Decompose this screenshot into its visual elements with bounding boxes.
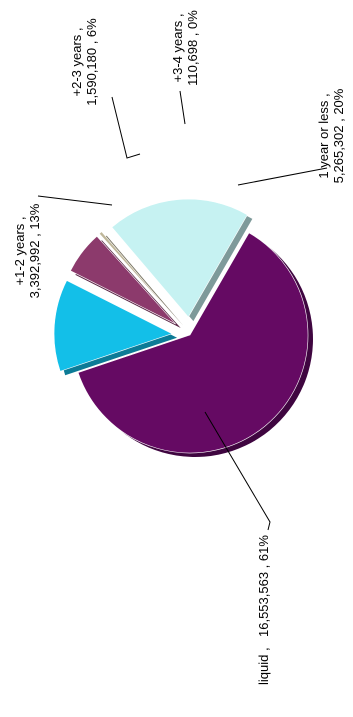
leader-line-liquid bbox=[204, 411, 271, 531]
slice-value-1-year: 5,265,302 , 20% bbox=[331, 88, 346, 183]
slice-label-3-4-years: +3-4 years , bbox=[170, 13, 185, 82]
slice-2-3-years bbox=[69, 235, 176, 325]
slice-label-1-2-years: +1-2 years , bbox=[12, 216, 27, 285]
slice-value-1-2-years: 3,392,992 , 13% bbox=[27, 203, 42, 298]
leader-line-2-3-years bbox=[111, 96, 141, 159]
leader-line-1-year bbox=[237, 167, 328, 186]
leader-line-3-4-years bbox=[179, 90, 186, 125]
slice-label-1-year: 1 year or less , bbox=[316, 93, 331, 178]
slice-value-2-3-years: 1,590,180 , 6% bbox=[84, 18, 99, 106]
slice-labels: 1 year or less , 5,265,302 , 20% +3-4 ye… bbox=[12, 10, 346, 685]
leader-line-1-2-years bbox=[37, 195, 113, 206]
slice-1-2-years bbox=[53, 280, 173, 372]
slice-value-3-4-years: 110,698 , 0% bbox=[185, 10, 200, 86]
slice-label-2-3-years: +2-3 years , bbox=[69, 27, 84, 96]
slice-value-liquid: 16,553,563 , 61% bbox=[256, 535, 271, 637]
slice-3-4-years bbox=[98, 231, 179, 322]
slice-liquid bbox=[77, 232, 309, 454]
leader-lines bbox=[37, 90, 328, 531]
slice-label-liquid: liquid , bbox=[256, 647, 271, 685]
slice-1-year bbox=[111, 198, 248, 318]
pie-slices bbox=[53, 198, 313, 458]
